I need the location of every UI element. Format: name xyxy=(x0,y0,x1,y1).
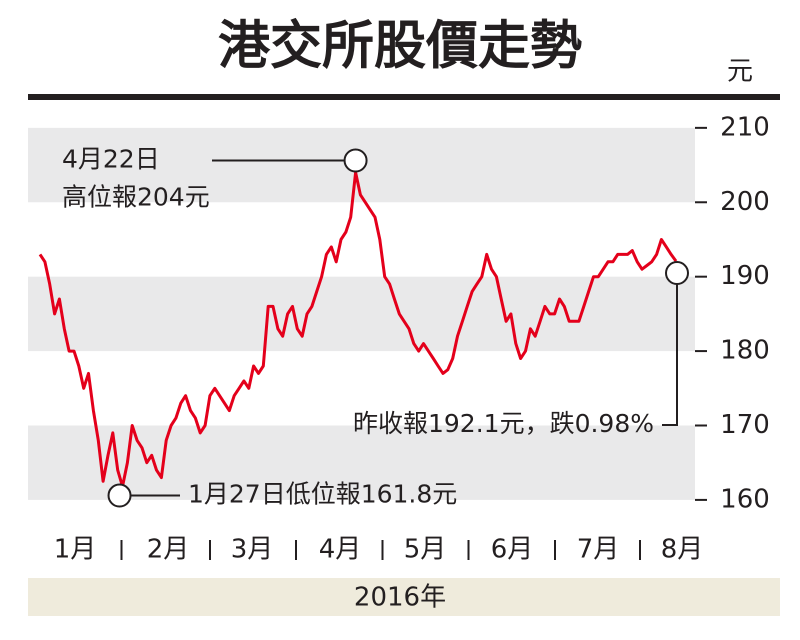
y-tick-label: 200 xyxy=(720,187,770,217)
x-tick-label: 2月 xyxy=(147,535,190,565)
y-unit: 元 xyxy=(727,57,753,87)
x-tick-label: 7月 xyxy=(577,535,620,565)
y-tick-label: 170 xyxy=(720,410,770,440)
annotation: 高位報204元 xyxy=(62,183,210,212)
chart-title: 港交所股價走勢 xyxy=(218,16,582,77)
x-tick-label: 1月 xyxy=(54,535,97,565)
grid-band xyxy=(28,425,695,500)
annotation-marker xyxy=(343,148,368,173)
leader-line xyxy=(662,284,678,426)
x-tick-label: 5月 xyxy=(404,535,447,565)
x-tick-label: 3月 xyxy=(231,535,274,565)
grid-band xyxy=(28,276,695,352)
title-rule xyxy=(28,94,780,100)
x-tick-label: 8月 xyxy=(661,535,704,565)
annotation-marker xyxy=(107,483,132,508)
line xyxy=(38,171,678,488)
y-tick-label: 180 xyxy=(720,336,770,366)
y-tick-label: 160 xyxy=(720,484,770,514)
year-bar xyxy=(28,578,780,616)
x-tick-label: 6月 xyxy=(491,535,534,565)
x-tick-label: 4月 xyxy=(319,535,362,565)
x-axis-label: 2016年 xyxy=(354,583,446,613)
annotation: 4月22日 xyxy=(62,145,160,174)
annotation-marker xyxy=(665,261,689,286)
y-tick-label: 210 xyxy=(720,112,770,142)
annotation: 昨收報192.1元，跌0.98% xyxy=(353,409,654,438)
y-tick-label: 190 xyxy=(720,261,770,291)
annotation: 1月27日低位報161.8元 xyxy=(188,480,457,509)
